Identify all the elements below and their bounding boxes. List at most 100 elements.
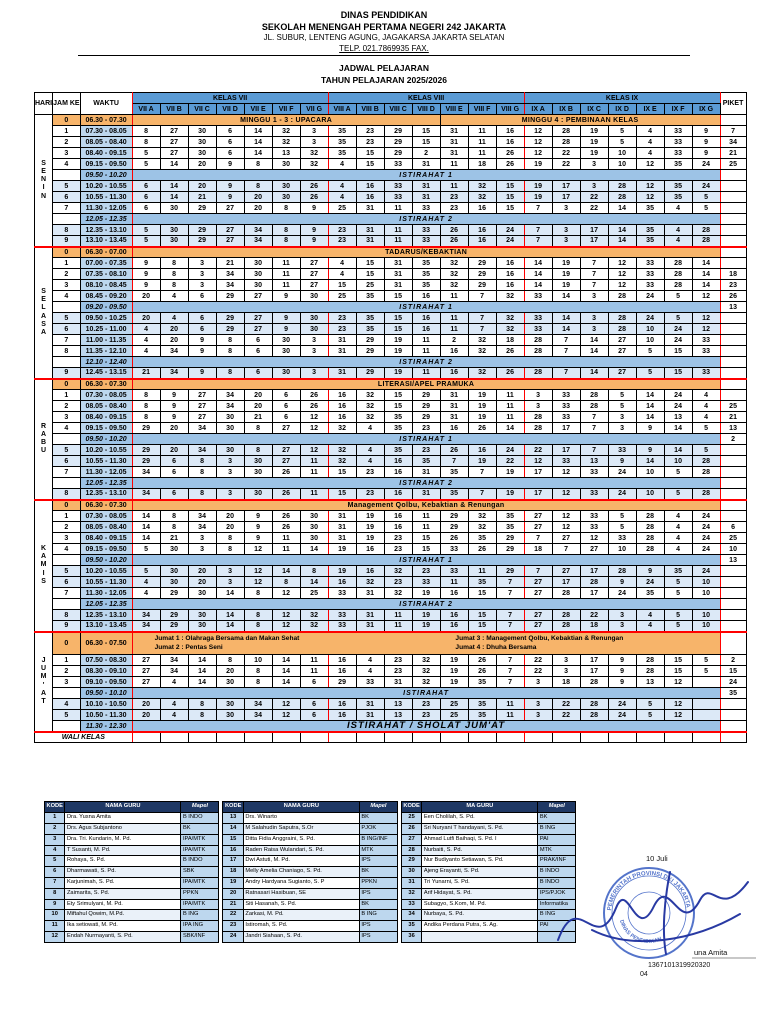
teacher-row: 32 Arif Hidayat, S. Pd. IPS/PJOK <box>400 887 577 900</box>
lesson-teacher-code-cell: 27 <box>523 576 553 589</box>
teacher-name: Dwi Astuti, M. Pd. <box>242 855 360 868</box>
teacher-row: 29 Nur Budiyanto Setiawan, S. Pd. PRAK/INF <box>400 855 577 868</box>
lesson-teacher-code-cell: 12 <box>243 565 273 578</box>
lesson-teacher-code-cell: 27 <box>271 444 301 457</box>
lesson-teacher-code-cell: 9 <box>607 576 637 589</box>
lesson-teacher-code-cell: 5 <box>607 521 637 534</box>
lesson-teacher-code-cell: 16 <box>495 136 525 149</box>
lesson-teacher-code-cell: 7 <box>523 532 553 545</box>
schedule-row: 12.05 - 12.35 ISTIRAHAT 2 <box>35 477 747 490</box>
lesson-teacher-code-cell: 8 <box>159 279 189 292</box>
teacher-code: 5 <box>43 855 66 868</box>
lesson-teacher-code-cell: 22 <box>523 654 553 667</box>
lesson-teacher-code-cell: 16 <box>327 665 357 678</box>
lesson-teacher-code-cell: 30 <box>215 411 245 424</box>
lesson-teacher-code-cell: 15 <box>495 202 525 215</box>
lesson-teacher-code-cell: 10 <box>691 609 721 622</box>
teacher-name: Ditta Fidia Anggraini, S. Pd. <box>242 833 360 846</box>
lesson-teacher-code-cell: 27 <box>159 147 189 160</box>
lesson-teacher-code-cell: 29 <box>439 510 469 523</box>
lesson-teacher-code-cell: 11 <box>467 136 497 149</box>
lesson-teacher-code-cell: 15 <box>355 147 385 160</box>
lesson-teacher-code-cell: 7 <box>439 455 469 468</box>
teacher-name: Dra. Tri. Kundarin, M. Pd. <box>64 833 182 846</box>
lesson-teacher-code-cell: 18 <box>579 620 609 633</box>
lesson-teacher-code-cell: 31 <box>383 676 413 689</box>
lesson-teacher-code-cell: 14 <box>131 521 161 534</box>
special-activity-label: MINGGU 1 - 3 : UPACARA <box>131 114 441 127</box>
teacher-code-table: KODE NAMA GURU Mapel 1 Dra. Yusna Amita B IND… <box>43 801 220 943</box>
lesson-teacher-code-cell: 28 <box>607 565 637 578</box>
schedule-row: 6 10.55 - 11.30 29 6 8 3 30 27 11 32 4 16 35 7 19 22 12 3… <box>35 455 747 468</box>
lesson-teacher-code-cell: 4 <box>691 389 721 402</box>
lesson-teacher-code-cell: 31 <box>383 268 413 281</box>
lesson-teacher-code-cell: 3 <box>299 367 329 380</box>
piket-cell <box>719 246 747 259</box>
lesson-teacher-code-cell: 3 <box>523 389 553 402</box>
teacher-code: 34 <box>400 909 423 922</box>
lesson-teacher-code-cell: 34 <box>159 665 189 678</box>
lesson-teacher-code-cell: 19 <box>523 191 553 204</box>
jam-cell: 8 <box>52 224 81 237</box>
lesson-teacher-code-cell: 22 <box>551 158 581 171</box>
lesson-teacher-code-cell: 11 <box>411 510 441 523</box>
jam-cell <box>52 169 81 182</box>
lesson-teacher-code-cell: 11 <box>467 147 497 160</box>
waktu-cell: 10.50 - 11.30 <box>79 709 133 722</box>
lesson-teacher-code-cell: 33 <box>383 158 413 171</box>
piket-cell: 25 <box>719 158 747 171</box>
lesson-teacher-code-cell: 33 <box>327 609 357 622</box>
lesson-teacher-code-cell: 30 <box>271 345 301 358</box>
lesson-teacher-code-cell: 7 <box>579 279 609 292</box>
lesson-teacher-code-cell: 9 <box>299 224 329 237</box>
teacher-row: 13 Drs. Winarto BK <box>222 812 398 824</box>
jam-cell: 5 <box>52 709 81 722</box>
jam-cell: 0 <box>52 114 81 127</box>
lesson-teacher-code-cell: 16 <box>355 180 385 193</box>
piket-cell <box>719 466 747 479</box>
lesson-teacher-code-cell: 9 <box>691 147 721 160</box>
lesson-teacher-code-cell: 12 <box>607 268 637 281</box>
jam-cell: 1 <box>52 654 81 667</box>
lesson-teacher-code-cell: 4 <box>159 709 189 722</box>
lesson-teacher-code-cell: 35 <box>383 411 413 424</box>
lesson-teacher-code-cell: 32 <box>355 576 385 589</box>
lesson-teacher-code-cell: 8 <box>243 444 273 457</box>
teacher-subject: SBK/INF <box>180 930 220 943</box>
lesson-teacher-code-cell: 12 <box>243 576 273 589</box>
lesson-teacher-code-cell: 7 <box>467 323 497 336</box>
teacher-name: Rohaya, S. Pd. <box>64 855 182 868</box>
piket-cell <box>719 334 747 347</box>
special-activity-label: TADARUS/KEBAKTIAN <box>131 246 721 259</box>
lesson-teacher-code-cell: 12 <box>523 136 553 149</box>
lesson-teacher-code-cell: 30 <box>159 224 189 237</box>
lesson-teacher-code-cell: 30 <box>187 125 217 138</box>
lesson-teacher-code-cell: 20 <box>159 334 189 347</box>
lesson-teacher-code-cell: 12 <box>551 510 581 523</box>
lesson-teacher-code-cell: 20 <box>243 389 273 402</box>
lesson-teacher-code-cell: 9 <box>635 422 665 435</box>
lesson-teacher-code-cell: 8 <box>187 455 217 468</box>
lesson-teacher-code-cell: 32 <box>299 609 329 622</box>
lesson-teacher-code-cell: 21 <box>215 257 245 270</box>
lesson-teacher-code-cell: 15 <box>355 268 385 281</box>
lesson-teacher-code-cell: 3 <box>215 488 245 501</box>
class-header: VII D <box>215 103 245 116</box>
class-header: IX D <box>607 103 637 116</box>
lesson-teacher-code-cell: 11 <box>411 334 441 347</box>
jam-cell: 4 <box>52 290 81 303</box>
lesson-teacher-code-cell: 25 <box>327 202 357 215</box>
class-header: VIII B <box>355 103 385 116</box>
lesson-teacher-code-cell: 8 <box>159 257 189 270</box>
jam-cell: 1 <box>52 125 81 138</box>
lesson-teacher-code-cell: 35 <box>327 147 357 160</box>
piket-cell <box>719 367 747 380</box>
wali-kelas-cell <box>215 731 245 744</box>
lesson-teacher-code-cell: 20 <box>131 290 161 303</box>
break-label: ISTIRAHAT 1 <box>131 169 721 182</box>
class-header: IX F <box>663 103 693 116</box>
lesson-teacher-code-cell: 32 <box>271 125 301 138</box>
lesson-teacher-code-cell: 29 <box>411 411 441 424</box>
jam-cell: 1 <box>52 510 81 523</box>
